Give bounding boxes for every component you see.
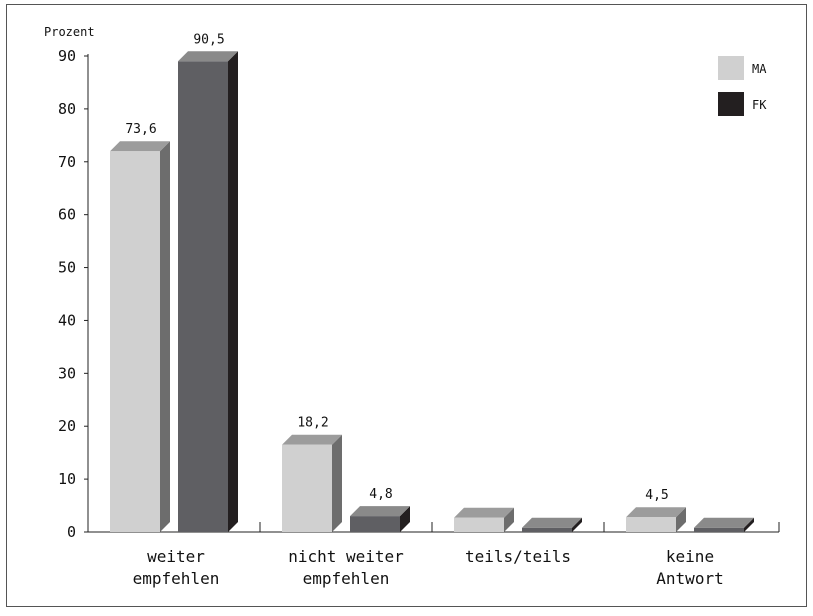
y-tick-label: 60 <box>58 206 76 224</box>
bar-ma <box>282 434 342 532</box>
bar-top-face <box>522 517 582 528</box>
data-label: 18,2 <box>297 416 328 431</box>
legend-swatch <box>718 56 744 80</box>
bar-side-face <box>228 51 238 533</box>
category-label: nicht weiter <box>288 547 404 566</box>
bar-top-face <box>694 517 754 528</box>
y-tick-label: 0 <box>67 523 76 541</box>
bar-fk <box>350 506 410 532</box>
bar-front-face <box>694 527 744 532</box>
data-label: 73,6 <box>125 122 156 137</box>
bar-front-face <box>350 516 400 532</box>
axes-group: 0 10 20 30 40 50 60 70 80 90 <box>58 47 780 541</box>
bar-side-face <box>572 517 582 532</box>
bar-front-face <box>454 517 504 532</box>
y-tick-label: 30 <box>58 364 76 382</box>
category-label: teils/teils <box>465 547 571 566</box>
bar-side-face <box>332 434 342 532</box>
bar-side-face <box>744 517 754 532</box>
bar-top-face <box>110 141 170 152</box>
data-label: 4,8 <box>369 487 392 502</box>
bar-front-face <box>110 151 160 532</box>
category-label: keine <box>666 547 714 566</box>
data-label: 90,5 <box>193 32 224 47</box>
bar-top-face <box>178 51 238 62</box>
bar-ma <box>110 141 170 532</box>
bar-fk <box>694 517 754 532</box>
bar-side-face <box>676 507 686 532</box>
legend-label: FK <box>752 98 767 112</box>
bar-side-face <box>160 141 170 532</box>
bar-top-face <box>282 434 342 445</box>
category-label: weiter <box>147 547 205 566</box>
legend-swatch <box>718 92 744 116</box>
category-labels-group: weiter empfehlen nicht weiter empfehlen teil… <box>133 547 724 588</box>
y-tick-label: 20 <box>58 417 76 435</box>
data-label: 4,5 <box>645 488 668 503</box>
bar-front-face <box>282 444 332 532</box>
bar-side-face <box>504 507 514 532</box>
y-tick-label: 40 <box>58 311 76 329</box>
bar-top-face <box>454 507 514 518</box>
bar-side-face <box>400 506 410 532</box>
y-tick-label: 80 <box>58 100 76 118</box>
y-tick-label: 10 <box>58 470 76 488</box>
bars-group <box>110 51 754 533</box>
legend: MA FK <box>718 56 767 116</box>
y-tick-label: 70 <box>58 153 76 171</box>
legend-label: MA <box>752 62 767 76</box>
chart-border <box>6 4 807 607</box>
bar-front-face <box>626 517 676 532</box>
category-label: empfehlen <box>303 569 390 588</box>
bar-top-face <box>350 506 410 517</box>
category-label: Antwort <box>656 569 723 588</box>
bar-top-face <box>626 507 686 518</box>
bar-fk <box>178 51 238 533</box>
bar-ma <box>626 507 686 532</box>
bar-front-face <box>178 61 228 533</box>
data-labels-group: 73,6 90,5 18,2 4,8 4,5 <box>125 32 668 503</box>
bar-ma <box>454 507 514 532</box>
bar-front-face <box>522 527 572 532</box>
y-tick-label: 50 <box>58 259 76 277</box>
category-label: empfehlen <box>133 569 220 588</box>
y-tick-label: 90 <box>58 47 76 65</box>
bar-fk <box>522 517 582 532</box>
y-axis-label: Prozent <box>44 25 95 39</box>
